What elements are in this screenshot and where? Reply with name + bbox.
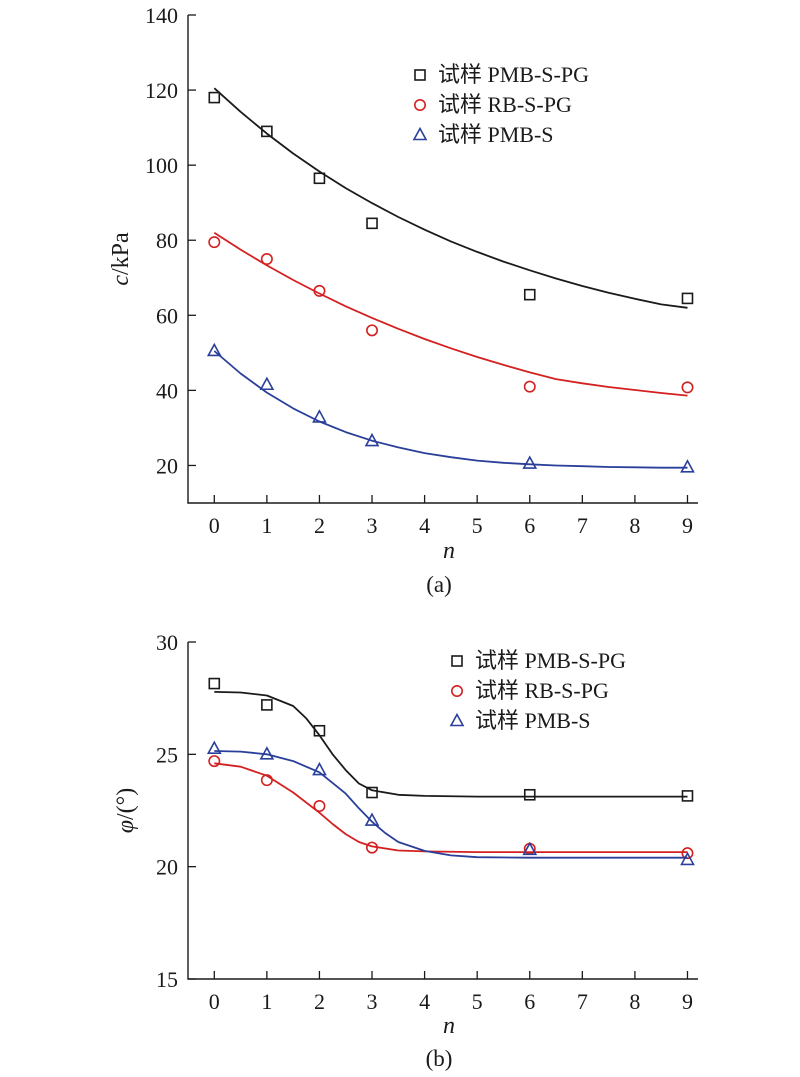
y-tick-label-a-140: 140 <box>145 3 178 28</box>
y-tick-label-a-40: 40 <box>156 378 178 403</box>
fit-line-a-0 <box>213 87 688 309</box>
legend-marker-a-1 <box>413 99 426 112</box>
y-tick-label-a-120: 120 <box>145 78 178 103</box>
x-tick-label-a-7: 7 <box>577 513 588 538</box>
legend-marker-a-0 <box>414 69 426 81</box>
point-a-2-1 <box>259 376 275 391</box>
point-a-1-0 <box>208 236 221 249</box>
point-a-0-0 <box>208 91 221 104</box>
point-b-2-5 <box>680 851 695 866</box>
x-tick-label-b-3: 3 <box>367 989 378 1014</box>
fit-line-a-2 <box>213 350 688 469</box>
legend-label-a-0: 试样 PMB-S-PG <box>438 62 589 87</box>
point-b-0-4 <box>523 788 536 801</box>
axes-b <box>187 642 698 980</box>
x-tick-label-b-9: 9 <box>682 989 693 1014</box>
point-a-2-2 <box>312 409 327 423</box>
x-tick-label-a-0: 0 <box>209 513 220 538</box>
legend-marker-b-2 <box>449 712 465 727</box>
legend-marker-b-0 <box>451 655 463 667</box>
chart-b: 0 1 2 3 4 5 6 7 8 9 15 20 25 30 φ/(°) n (b) 试样 PMB-S-PG 试样… <box>113 630 698 1071</box>
point-b-1-0 <box>208 755 221 768</box>
y-tick-label-a-80: 80 <box>156 228 178 253</box>
point-b-2-1 <box>259 746 275 760</box>
y-tick-label-a-60: 60 <box>156 303 178 328</box>
point-b-1-3 <box>366 841 379 854</box>
y-axis-label-a: c/kPa <box>108 232 134 286</box>
point-a-1-2 <box>313 284 326 297</box>
x-tick-label-b-1: 1 <box>261 989 272 1014</box>
point-a-0-1 <box>261 125 273 138</box>
point-a-1-5 <box>681 381 694 394</box>
point-a-2-0 <box>206 342 222 357</box>
caption-a: (a) <box>426 572 452 597</box>
point-b-1-1 <box>260 774 273 787</box>
point-b-2-3 <box>364 812 380 826</box>
x-tick-label-a-5: 5 <box>472 513 483 538</box>
x-tick-label-b-2: 2 <box>314 989 325 1014</box>
chart-a: 0 1 2 3 4 5 6 7 8 9 20 40 60 80 100 120 140 c/kPa n (a) 试样 P… <box>108 3 698 597</box>
point-b-2-2 <box>312 761 327 776</box>
y-tick-label-b-20: 20 <box>156 855 178 880</box>
point-a-0-5 <box>681 292 694 305</box>
point-b-0-5 <box>681 790 694 802</box>
x-tick-label-b-0: 0 <box>209 989 220 1014</box>
point-b-0-3 <box>366 786 378 799</box>
x-tick-label-b-5: 5 <box>472 989 483 1014</box>
x-tick-label-b-4: 4 <box>419 989 430 1014</box>
fit-line-b-0 <box>214 691 688 798</box>
point-a-1-4 <box>523 380 536 393</box>
point-a-0-4 <box>523 288 536 301</box>
y-tick-label-b-25: 25 <box>156 742 178 767</box>
legend-label-a-1: 试样 RB-S-PG <box>438 92 572 117</box>
x-tick-label-b-6: 6 <box>524 989 535 1014</box>
point-b-2-4 <box>522 841 538 856</box>
point-b-0-2 <box>313 724 326 737</box>
point-a-0-2 <box>313 172 326 185</box>
legend-label-b-1: 试样 RB-S-PG <box>475 678 609 703</box>
point-a-1-3 <box>366 324 379 337</box>
point-b-2-0 <box>206 740 222 755</box>
x-tick-label-a-9: 9 <box>682 513 693 538</box>
point-a-0-3 <box>366 217 378 230</box>
y-tick-label-b-30: 30 <box>156 630 178 655</box>
legend-marker-a-2 <box>412 126 428 141</box>
x-tick-label-a-6: 6 <box>524 513 535 538</box>
legend-label-a-2: 试样 PMB-S <box>438 122 554 147</box>
point-b-0-1 <box>261 699 273 711</box>
x-axis-label-b: n <box>443 1013 455 1039</box>
point-a-2-4 <box>522 455 538 469</box>
x-tick-label-a-3: 3 <box>367 513 378 538</box>
x-tick-label-b-8: 8 <box>629 989 640 1014</box>
axes-a <box>187 15 698 504</box>
x-tick-label-b-7: 7 <box>577 989 588 1014</box>
y-axis-label-b: φ/(°) <box>113 788 139 834</box>
x-axis-label-a: n <box>443 538 455 564</box>
x-tick-label-a-4: 4 <box>419 513 430 538</box>
point-a-2-5 <box>680 459 695 473</box>
legend-label-b-0: 试样 PMB-S-PG <box>475 648 626 673</box>
y-tick-label-a-20: 20 <box>156 453 178 478</box>
x-tick-label-a-8: 8 <box>629 513 640 538</box>
fit-line-a-1 <box>213 231 688 397</box>
y-tick-label-b-15: 15 <box>156 967 178 992</box>
fit-line-b-1 <box>214 762 688 853</box>
point-a-2-3 <box>364 432 380 447</box>
point-b-0-0 <box>208 677 221 690</box>
x-tick-label-a-1: 1 <box>261 513 272 538</box>
legend-marker-b-1 <box>450 684 463 697</box>
y-tick-label-a-100: 100 <box>145 153 178 178</box>
point-a-1-1 <box>260 253 273 266</box>
point-b-1-2 <box>313 800 326 813</box>
legend-label-b-2: 试样 PMB-S <box>475 708 591 733</box>
caption-b: (b) <box>426 1046 453 1071</box>
fit-line-b-2 <box>214 750 688 859</box>
x-tick-label-a-2: 2 <box>314 513 325 538</box>
